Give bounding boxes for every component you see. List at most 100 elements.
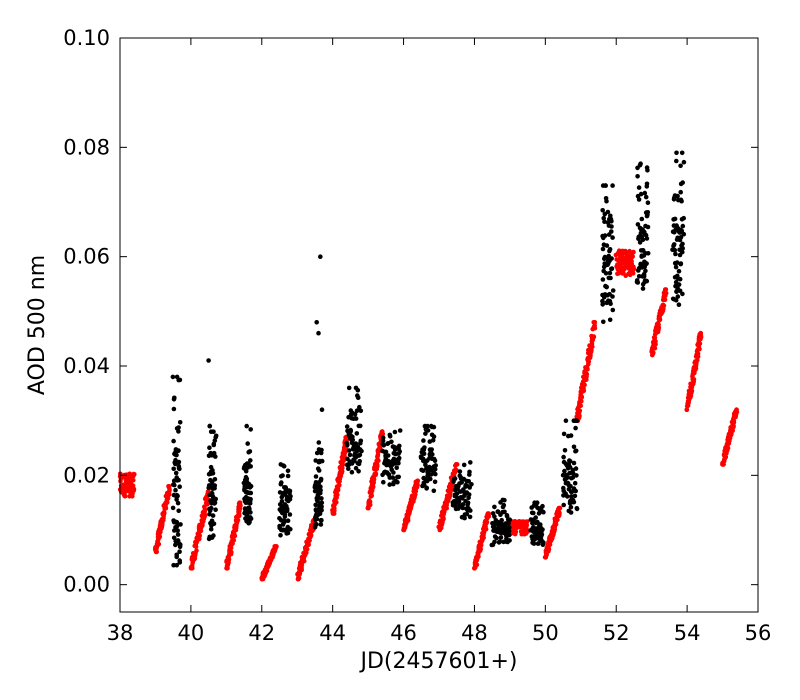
red-data-point — [731, 423, 736, 429]
black-data-point — [459, 480, 465, 485]
black-data-point — [506, 532, 512, 538]
black-data-point — [571, 499, 577, 505]
red-data-point — [375, 464, 380, 469]
black-data-point — [207, 445, 212, 451]
red-data-point — [226, 557, 232, 562]
black-data-point — [171, 466, 176, 472]
black-data-point — [467, 514, 473, 520]
y-tick-label: 0.08 — [63, 135, 110, 159]
red-data-point — [166, 492, 172, 497]
black-data-point — [507, 538, 512, 543]
black-data-point — [636, 274, 642, 279]
black-data-point — [287, 512, 293, 517]
black-data-point — [507, 517, 513, 522]
red-data-point — [131, 478, 136, 483]
red-data-point — [524, 519, 530, 524]
red-data-point — [205, 502, 210, 507]
black-data-point — [424, 486, 429, 491]
black-data-point — [431, 434, 437, 439]
black-data-point — [609, 256, 614, 261]
black-data-point — [431, 424, 437, 430]
black-data-point — [396, 474, 402, 480]
black-data-point — [636, 185, 642, 190]
black-data-point — [572, 480, 578, 486]
red-data-point — [375, 452, 381, 458]
red-data-point — [629, 258, 634, 264]
black-data-point — [469, 482, 474, 487]
y-axis-label: AOD 500 nm — [25, 255, 50, 395]
red-data-point — [232, 533, 238, 539]
black-data-point — [172, 482, 177, 488]
black-data-point — [176, 429, 181, 434]
red-data-point — [202, 509, 208, 514]
red-data-point — [661, 303, 667, 308]
red-data-point — [725, 445, 731, 451]
black-data-point — [673, 251, 678, 257]
black-data-point — [316, 468, 322, 473]
black-data-point — [467, 469, 472, 475]
black-data-point — [173, 470, 179, 476]
black-data-point — [433, 463, 439, 468]
red-data-point — [157, 534, 163, 540]
black-data-point — [602, 233, 608, 238]
red-data-point — [369, 493, 375, 499]
black-data-point — [600, 277, 606, 282]
black-data-point — [574, 418, 580, 424]
black-data-point — [177, 377, 183, 383]
black-data-point — [397, 428, 403, 433]
red-data-point — [238, 503, 243, 508]
black-data-point — [248, 427, 253, 432]
black-data-point — [680, 246, 685, 251]
black-data-point — [640, 237, 646, 242]
black-data-point — [319, 500, 325, 506]
red-data-point — [166, 484, 172, 489]
black-data-point — [381, 479, 386, 485]
black-data-point — [600, 208, 605, 213]
black-data-point — [313, 502, 319, 508]
black-data-point — [392, 429, 398, 435]
red-data-point — [689, 388, 695, 394]
black-data-point — [391, 470, 396, 475]
black-data-point — [602, 219, 607, 224]
black-data-point — [460, 502, 466, 507]
black-data-point — [608, 213, 613, 219]
y-tick-label: 0.02 — [63, 463, 110, 487]
black-data-point — [676, 268, 682, 274]
black-data-point — [607, 247, 613, 252]
black-data-point — [248, 483, 254, 489]
black-data-point — [397, 449, 403, 454]
black-data-point — [680, 180, 685, 185]
black-data-point — [353, 465, 359, 471]
red-data-point — [557, 505, 563, 511]
x-tick-label: 46 — [390, 621, 417, 645]
x-tick-label: 44 — [319, 621, 346, 645]
red-data-point — [332, 506, 337, 511]
black-data-point — [211, 442, 217, 448]
black-data-point — [568, 483, 573, 489]
black-data-point — [420, 468, 426, 474]
black-data-point — [462, 515, 467, 521]
red-data-point — [651, 350, 656, 356]
red-data-point — [592, 320, 598, 325]
black-data-point — [177, 420, 183, 425]
black-data-point — [319, 496, 324, 501]
black-data-point — [644, 278, 650, 284]
black-data-point — [211, 521, 217, 526]
red-data-point — [200, 522, 205, 528]
x-tick-label: 56 — [745, 621, 772, 645]
black-data-point — [430, 438, 436, 443]
black-data-point — [603, 271, 609, 276]
black-data-point — [212, 477, 218, 482]
black-data-point — [423, 431, 428, 436]
black-data-point — [425, 428, 431, 433]
black-data-point — [428, 476, 433, 482]
black-data-point — [244, 423, 249, 429]
black-data-point — [644, 181, 650, 187]
black-data-point — [568, 433, 574, 438]
black-data-point — [174, 552, 179, 558]
black-data-point — [248, 490, 254, 496]
black-data-point — [603, 183, 608, 188]
black-data-point — [675, 294, 681, 299]
